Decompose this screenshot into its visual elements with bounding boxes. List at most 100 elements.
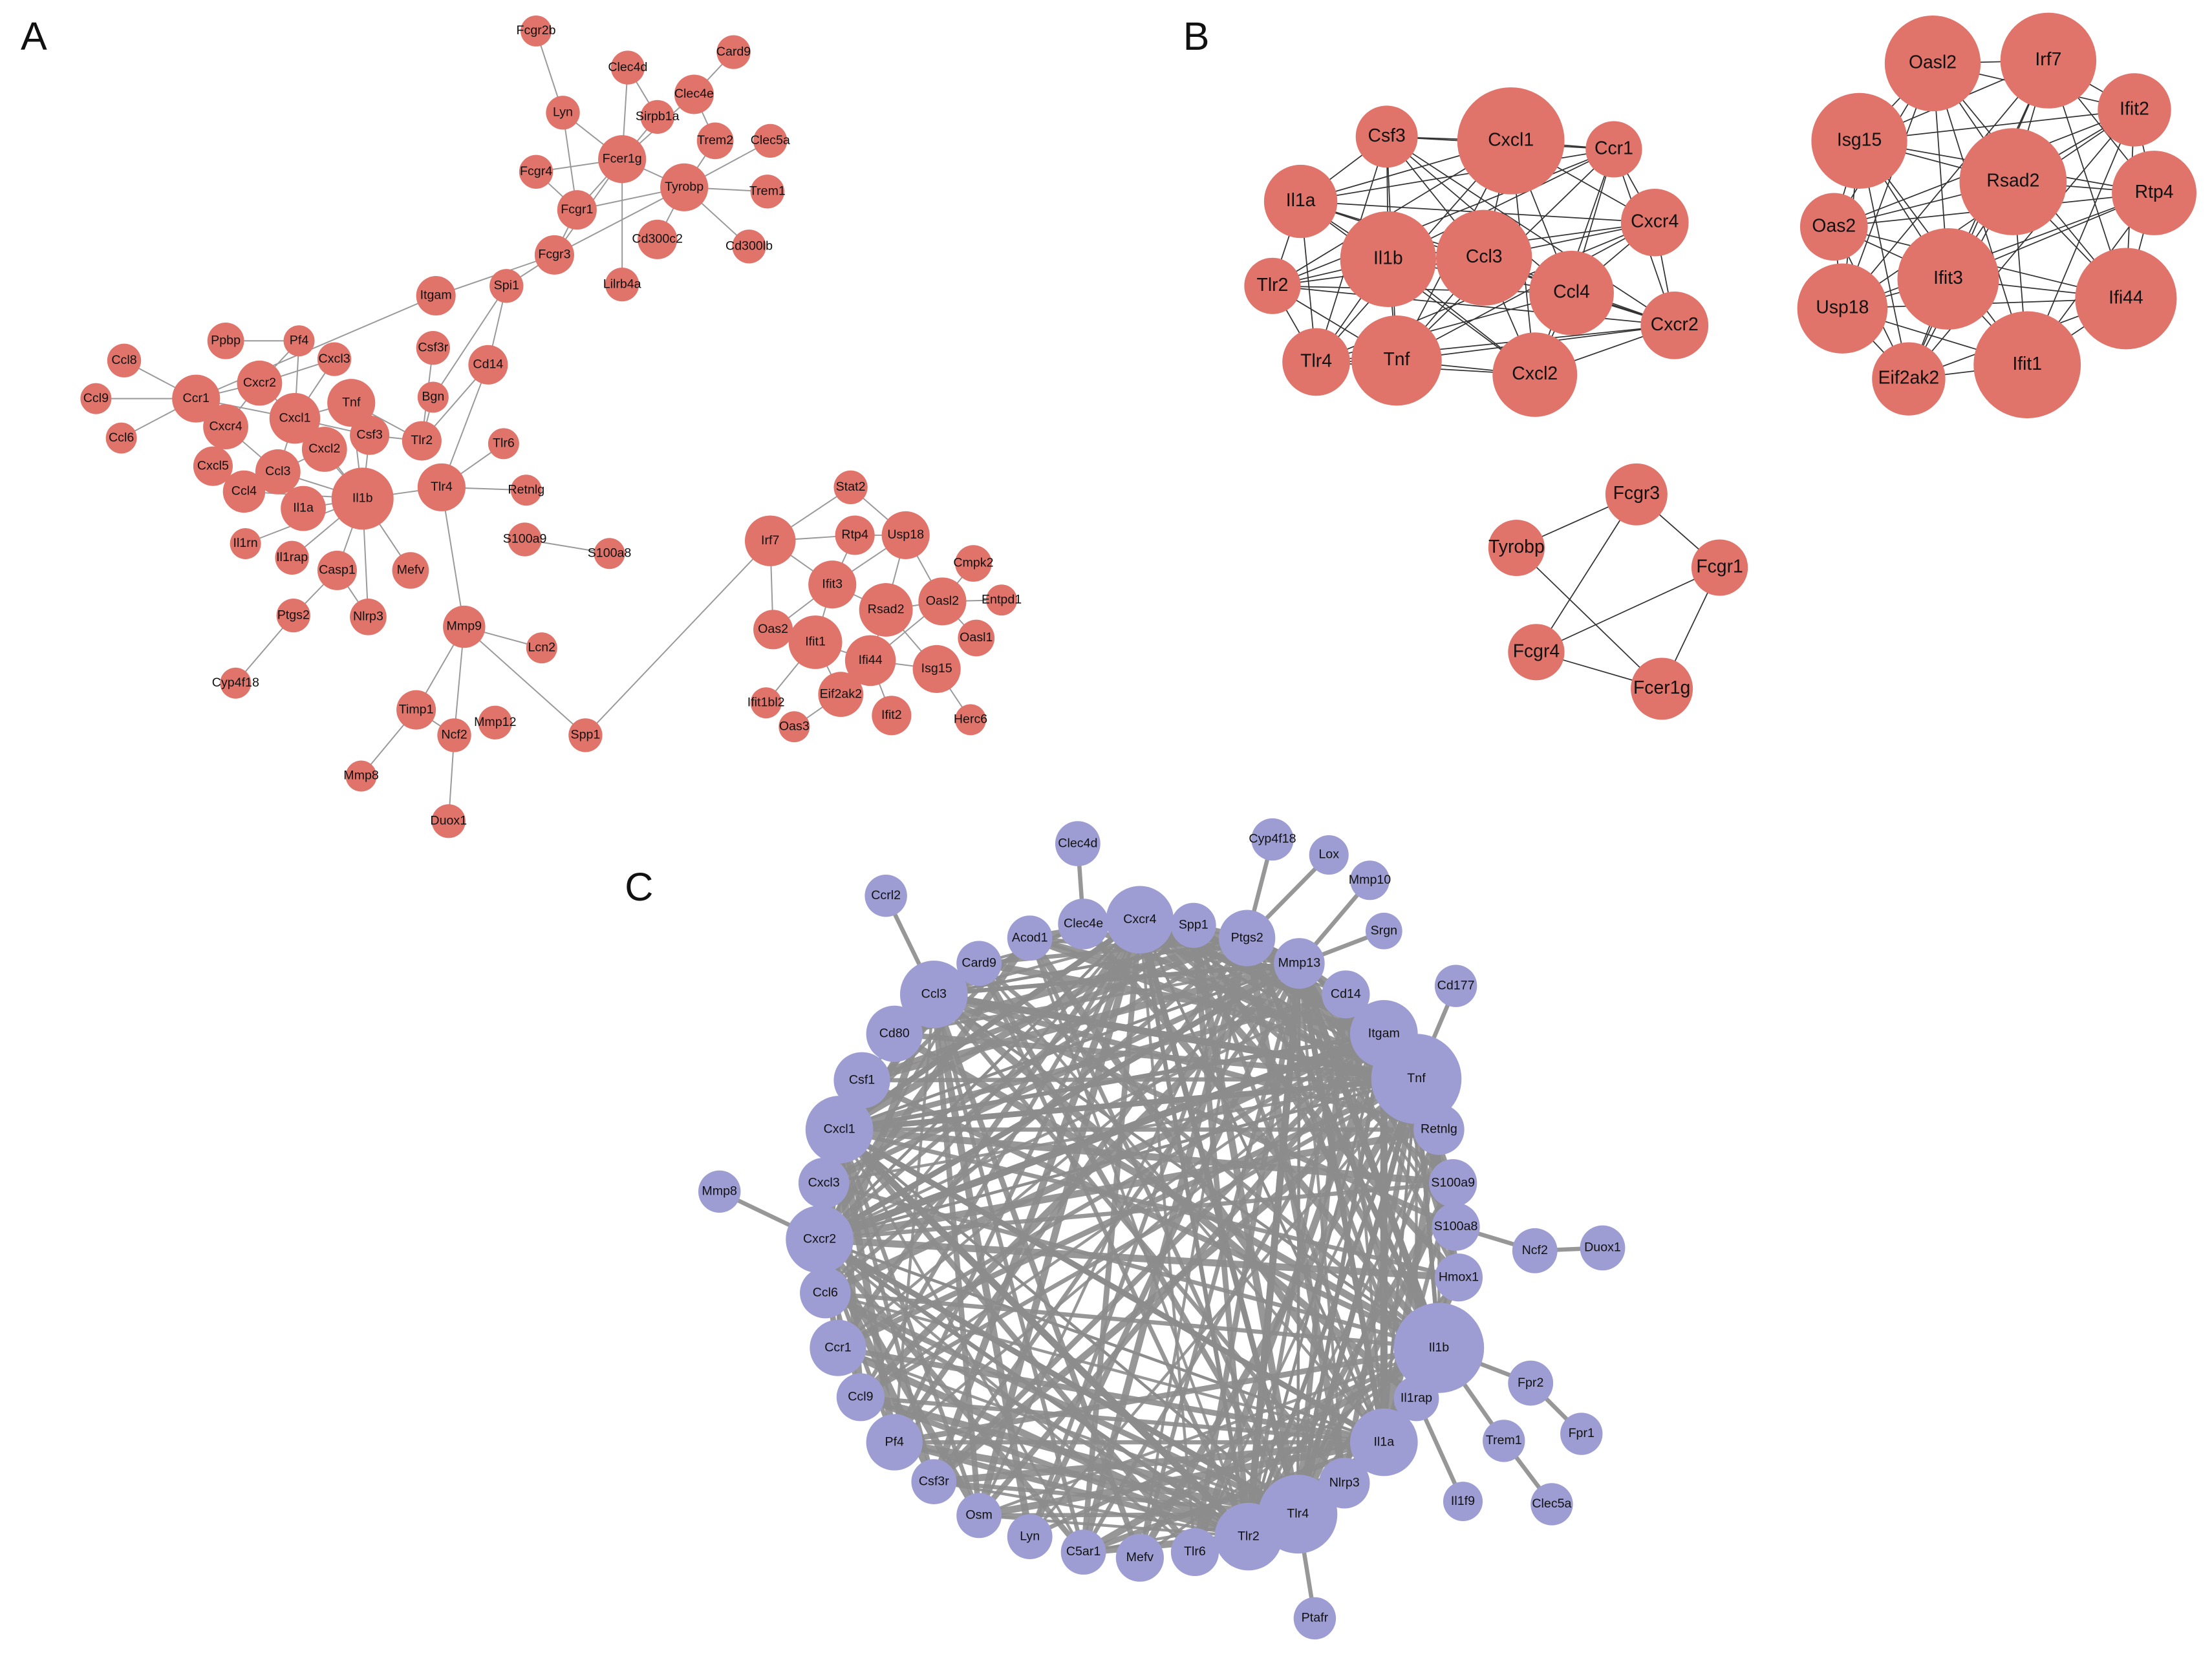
node-label: Ccl4: [1553, 282, 1590, 303]
node: [172, 374, 220, 423]
node-label: Lox: [1318, 847, 1339, 862]
node: [1432, 1202, 1480, 1251]
node: [918, 577, 967, 626]
node: [416, 331, 450, 365]
node: [640, 100, 674, 134]
node-label: Tlr4: [431, 480, 453, 494]
node-label: Oas2: [1812, 215, 1856, 236]
node: [1872, 342, 1946, 416]
node-label: Mmp8: [343, 769, 379, 783]
node: [788, 615, 843, 669]
edge: [932, 962, 1302, 1483]
node: [1483, 1420, 1525, 1462]
node-label: Tyrobp: [1488, 537, 1545, 557]
node: [1434, 1253, 1483, 1302]
node-label: Duox1: [1584, 1241, 1621, 1255]
node-label: Retnlg: [1421, 1122, 1457, 1136]
node: [276, 598, 310, 633]
edge: [1192, 963, 1302, 1553]
edge: [1243, 937, 1348, 1484]
edge: [1516, 547, 1662, 690]
node-label: Ptafr: [1302, 1611, 1329, 1625]
edge: [819, 993, 1347, 1241]
node: [750, 175, 785, 209]
node-label: Tlr4: [1300, 350, 1332, 371]
node-label: Il1a: [1286, 190, 1316, 211]
node-label: Rtp4: [2135, 182, 2174, 202]
node-label: Fcer1g: [1633, 677, 1690, 698]
node: [881, 511, 930, 559]
node-label: Fcgr1: [1696, 557, 1743, 577]
node: [911, 1459, 957, 1504]
node: [478, 705, 512, 740]
node: [810, 1319, 866, 1376]
node-label: Mefv: [1126, 1550, 1154, 1564]
node-label: Ccl3: [1466, 246, 1503, 267]
node-label: Ifit1: [805, 635, 826, 649]
node: [283, 325, 315, 357]
node: [1508, 624, 1565, 681]
edge: [1536, 494, 1637, 653]
edge: [464, 626, 586, 736]
edge: [817, 1237, 1086, 1554]
node-label: Card9: [716, 45, 751, 59]
node-label: Cd14: [473, 357, 503, 372]
node: [331, 467, 394, 530]
node-label: Il1a: [293, 501, 314, 515]
node: [750, 687, 782, 719]
node: [203, 404, 248, 450]
node: [1443, 1482, 1483, 1522]
node: [835, 515, 875, 555]
node-label: Lyn: [553, 105, 573, 120]
node-label: Ccl3: [265, 464, 290, 478]
node-label: Lilrb4a: [603, 277, 641, 291]
node-label: Cxcl1: [824, 1122, 855, 1136]
edge: [1137, 919, 1251, 1537]
node: [778, 711, 810, 743]
node-label: Fcgr2b: [517, 23, 556, 37]
node-label: Cyp4f18: [1249, 832, 1296, 846]
edge: [1296, 963, 1301, 1515]
node-label: Trem1: [749, 184, 786, 198]
node-label: Srgn: [1371, 923, 1397, 937]
node: [1274, 938, 1325, 989]
node: [674, 74, 714, 114]
node: [568, 718, 603, 752]
node: [443, 605, 486, 648]
node-label: Irf7: [761, 533, 779, 548]
edge: [837, 962, 1300, 1349]
node: [105, 422, 137, 454]
node: [818, 672, 864, 718]
node-label: Clec4e: [1064, 916, 1103, 930]
panel-label: C: [625, 865, 653, 909]
nodes: Csf3 Cxcl1 Ccr1 Il1a Cxcr4 Il1b Ccl3 Ccl4 Tlr2 Cx…: [1244, 12, 2197, 720]
node: [193, 446, 233, 486]
node: [345, 760, 377, 792]
node-label: Il1b: [1373, 248, 1403, 268]
node-label: Tlr2: [411, 433, 433, 447]
node-label: Ccr1: [1595, 138, 1633, 158]
node-label: Eif2ak2: [820, 687, 862, 701]
node: [468, 345, 508, 385]
node: [1434, 964, 1477, 1007]
node: [107, 343, 142, 378]
node: [866, 1005, 923, 1062]
node-label: Acod1: [1012, 930, 1048, 944]
node: [1244, 257, 1301, 314]
node-label: Csf3r: [919, 1474, 949, 1488]
node-label: Fcer1g: [603, 151, 642, 165]
node-label: Csf3: [356, 427, 382, 442]
node-label: Ncf2: [1522, 1243, 1548, 1257]
node: [955, 545, 992, 582]
node-label: Cd14: [1331, 986, 1361, 1001]
node: [317, 550, 357, 590]
node: [1355, 105, 1418, 168]
node: [1055, 821, 1101, 866]
edge: [819, 1126, 1440, 1243]
node: [1884, 15, 1981, 112]
edge: [839, 962, 1300, 1131]
node-label: Osm: [965, 1508, 992, 1522]
node-label: Fpr2: [1518, 1376, 1543, 1390]
node-label: Rsad2: [1986, 171, 2039, 191]
